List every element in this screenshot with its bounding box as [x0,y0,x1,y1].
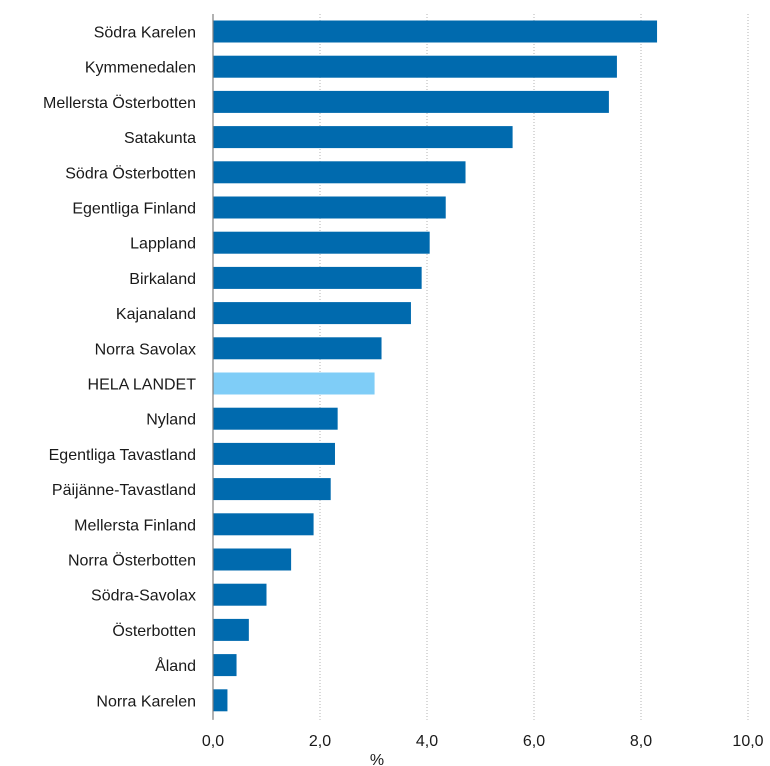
bar-5 [213,196,446,219]
category-label-2: Mellersta Österbotten [43,94,196,112]
category-label-18: Åland [155,656,196,675]
x-tick-label-4: 8,0 [630,733,652,750]
category-label-8: Kajanaland [116,306,196,323]
bar-16 [213,583,267,606]
category-label-7: Birkaland [129,271,196,288]
bar-1 [213,55,617,78]
grid-lines [319,14,749,720]
bar-6 [213,231,430,254]
category-label-3: Satakunta [124,130,196,147]
x-tick-labels: 0,0 2,0 4,0 6,0 8,0 10,0 [202,733,764,750]
category-label-14: Mellersta Finland [74,517,196,534]
category-label-1: Kymmenedalen [85,60,196,77]
category-label-13: Päijänne-Tavastland [52,482,196,499]
category-label-12: Egentliga Tavastland [49,447,196,464]
bar-15 [213,548,292,571]
bar-10 [213,372,375,395]
category-label-6: Lappland [130,236,196,253]
category-label-16: Södra-Savolax [91,588,196,605]
x-tick-label-1: 2,0 [309,733,331,750]
bar-19 [213,689,228,712]
bar-2 [213,90,609,113]
bar-17 [213,618,249,641]
category-label-4: Södra Österbotten [65,164,196,182]
bar-12 [213,442,335,465]
bar-14 [213,513,314,536]
bar-13 [213,478,331,501]
bar-11 [213,407,338,430]
category-labels: Södra Karelen Kymmenedalen Mellersta Öster… [43,25,196,711]
x-tick-label-5: 10,0 [732,733,763,750]
category-label-9: Norra Savolax [95,341,196,358]
category-label-10: HELA LANDET [88,377,197,394]
x-axis-title: % [370,752,384,766]
bar-0 [213,20,658,43]
bar-9 [213,337,382,360]
category-label-5: Egentliga Finland [72,201,196,218]
category-label-19: Norra Karelen [96,693,196,710]
bar-8 [213,302,411,325]
x-tick-label-2: 4,0 [416,733,438,750]
x-tick-label-0: 0,0 [202,733,224,750]
x-tick-label-3: 6,0 [523,733,545,750]
category-label-0: Södra Karelen [94,25,196,42]
bar-7 [213,266,422,289]
bar-18 [213,654,237,677]
category-label-15: Norra Österbotten [68,552,196,570]
bar-3 [213,126,513,149]
category-label-17: Österbotten [112,622,196,640]
bar-4 [213,161,466,184]
bars [213,20,658,712]
category-label-11: Nyland [146,412,196,429]
